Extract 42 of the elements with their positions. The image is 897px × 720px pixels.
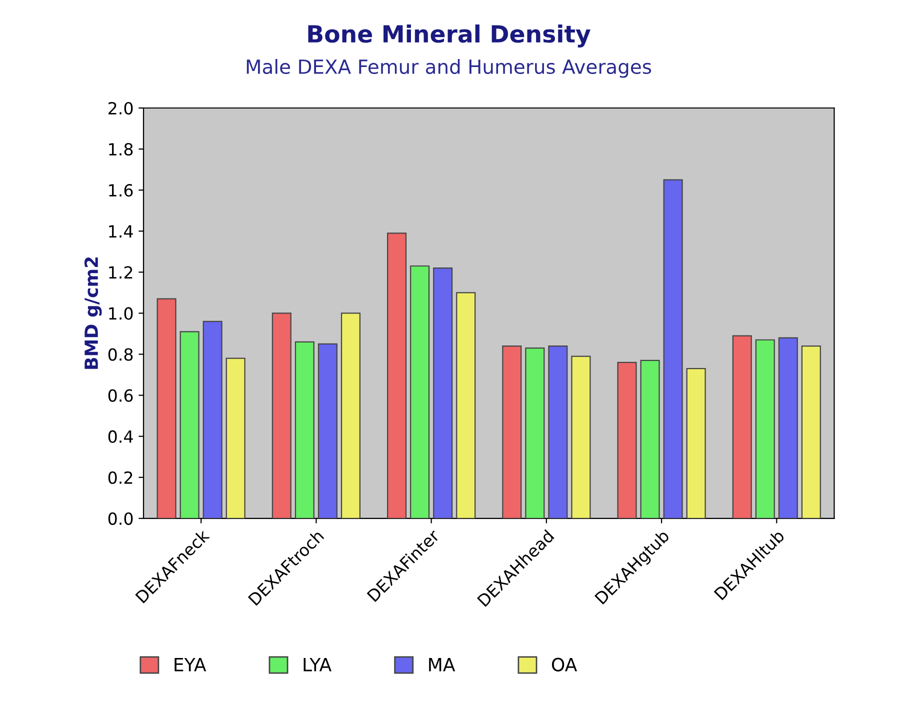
chart-title: Bone Mineral Density xyxy=(308,24,590,48)
bar xyxy=(456,292,476,518)
y-tick-label: 1.2 xyxy=(109,266,132,278)
legend-label: MA xyxy=(429,658,456,672)
y-tick-label: 0.2 xyxy=(108,471,132,484)
bar xyxy=(617,362,637,518)
bar xyxy=(272,312,292,518)
y-tick-label: 1.4 xyxy=(109,225,133,238)
y-tick-label: 1.0 xyxy=(109,307,133,320)
bar xyxy=(502,345,522,518)
bar xyxy=(180,331,200,518)
y-tick-label: 1.8 xyxy=(109,143,133,156)
chart-subtitle: Male DEXA Femur and Humerus Averages xyxy=(246,58,652,78)
bar xyxy=(433,268,453,518)
bar xyxy=(226,358,246,518)
bar xyxy=(202,320,222,518)
bar xyxy=(340,312,360,518)
legend-label: LYA xyxy=(304,658,332,672)
bar xyxy=(801,345,821,518)
y-tick-label: 1.6 xyxy=(109,184,133,197)
bar xyxy=(156,298,176,518)
bar xyxy=(686,368,706,518)
legend-label: EYA xyxy=(174,658,206,672)
y-tick-label: 0.0 xyxy=(108,512,133,525)
bar xyxy=(755,339,775,518)
bar xyxy=(732,335,752,518)
bar xyxy=(548,345,568,518)
legend-label: OA xyxy=(552,658,578,672)
y-tick-label: 0.4 xyxy=(108,430,133,443)
bar xyxy=(571,356,591,518)
y-tick-label: 0.8 xyxy=(108,348,133,361)
bar xyxy=(318,343,338,518)
y-tick-label: 0.6 xyxy=(108,389,133,402)
bar xyxy=(387,232,407,518)
bar xyxy=(525,348,545,518)
bar xyxy=(663,179,683,518)
y-tick-label: 2.0 xyxy=(108,102,133,115)
bar xyxy=(410,265,430,518)
bar xyxy=(294,341,314,518)
y-axis-title: BMD g/cm2 xyxy=(84,257,102,369)
bar xyxy=(640,360,660,518)
bar xyxy=(778,337,798,518)
